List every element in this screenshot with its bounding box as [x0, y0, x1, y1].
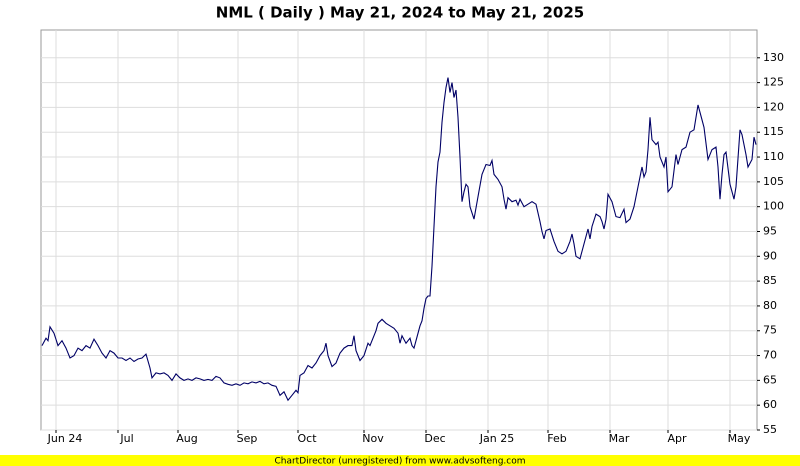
x-tick-label: Mar — [609, 432, 630, 445]
x-tick-label: Oct — [297, 432, 317, 445]
y-tick-label: 75 — [763, 324, 777, 337]
y-tick-label: 85 — [763, 274, 777, 287]
x-tick-label: Dec — [424, 432, 445, 445]
x-tick-label: Aug — [176, 432, 197, 445]
y-tick-label: 65 — [763, 373, 777, 386]
y-tick-label: 120 — [763, 100, 784, 113]
y-tick-label: 100 — [763, 200, 784, 213]
x-tick-label: May — [728, 432, 751, 445]
x-tick-label: Apr — [667, 432, 687, 445]
y-tick-label: 95 — [763, 224, 777, 237]
price-line — [41, 77, 757, 402]
grid — [41, 30, 760, 433]
x-tick-label: Feb — [547, 432, 566, 445]
y-tick-label: 60 — [763, 398, 777, 411]
y-tick-label: 125 — [763, 76, 784, 89]
y-tick-label: 110 — [763, 150, 784, 163]
x-tick-label: Jan 25 — [479, 432, 514, 445]
x-tick-label: Nov — [362, 432, 384, 445]
footer-bar — [0, 455, 800, 466]
y-tick-label: 105 — [763, 175, 784, 188]
y-tick-label: 90 — [763, 249, 777, 262]
y-tick-label: 130 — [763, 51, 784, 64]
marks — [41, 77, 757, 402]
x-tick-label: Jun 24 — [47, 432, 83, 445]
footer: ChartDirector (unregistered) from www.ad… — [274, 457, 525, 466]
x-tick-label: Jul — [119, 432, 133, 445]
plot-area — [40, 29, 758, 431]
y-tick-label: 80 — [763, 299, 777, 312]
y-tick-label: 55 — [763, 423, 777, 436]
chart-title: NML ( Daily ) May 21, 2024 to May 21, 20… — [216, 4, 584, 22]
y-tick-label: 115 — [763, 125, 784, 138]
x-tick-label: Sep — [237, 432, 258, 445]
y-tick-label: 70 — [763, 349, 777, 362]
